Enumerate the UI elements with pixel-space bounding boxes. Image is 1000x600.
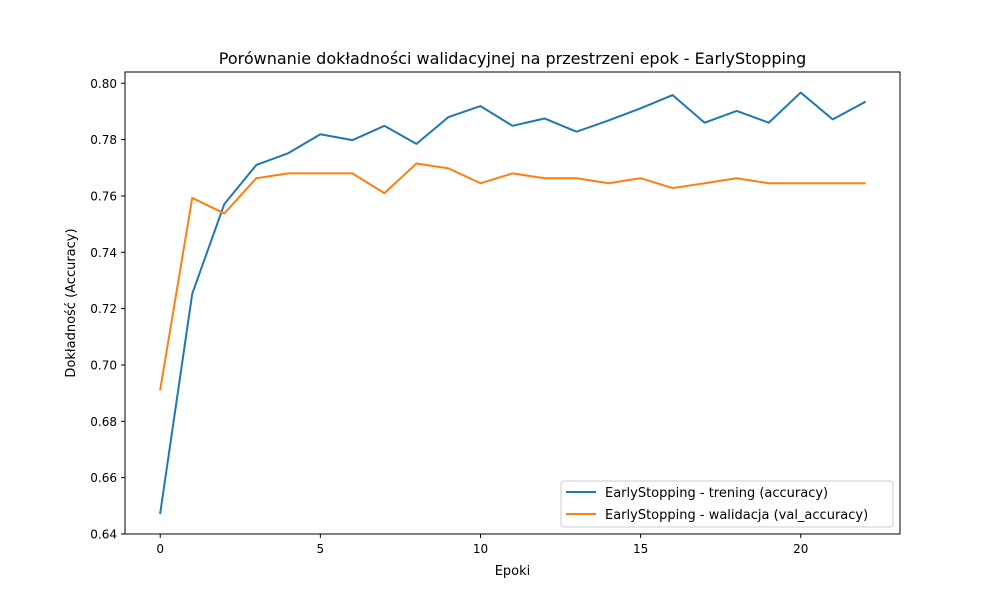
y-tick-label: 0.76 xyxy=(90,189,117,203)
legend-label-training: EarlyStopping - trening (accuracy) xyxy=(605,486,828,501)
y-tick-label: 0.78 xyxy=(90,133,117,147)
series-group xyxy=(159,91,867,515)
chart-title: Porównanie dokładności walidacyjnej na p… xyxy=(219,49,807,68)
y-axis: 0.64 0.66 0.68 0.70 0.72 0.74 0.76 0.78 0.80 xyxy=(90,77,125,542)
plot-frame xyxy=(124,71,901,535)
y-tick-label: 0.66 xyxy=(90,471,117,485)
x-axis-label: Epoki xyxy=(495,564,531,579)
y-tick-label: 0.70 xyxy=(90,358,117,372)
y-tick-label: 0.68 xyxy=(90,415,117,429)
legend-label-validation: EarlyStopping - walidacja (val_accuracy) xyxy=(605,508,868,523)
x-tick-label: 15 xyxy=(633,542,648,556)
x-tick-label: 10 xyxy=(473,542,488,556)
y-tick-label: 0.80 xyxy=(90,77,117,91)
x-tick-label: 0 xyxy=(156,542,164,556)
y-axis-label: Dokładność (Accuracy) xyxy=(64,228,79,377)
y-tick-label: 0.72 xyxy=(90,302,117,316)
legend: EarlyStopping - trening (accuracy) Early… xyxy=(560,480,894,528)
y-tick-label: 0.64 xyxy=(90,528,117,542)
series-line-1 xyxy=(159,162,866,391)
legend-box xyxy=(560,480,894,528)
series-line-0 xyxy=(159,91,867,515)
y-tick-label: 0.74 xyxy=(90,246,117,260)
x-tick-label: 5 xyxy=(317,542,325,556)
x-tick-label: 20 xyxy=(793,542,808,556)
x-axis: 0 5 10 15 20 xyxy=(156,534,808,556)
